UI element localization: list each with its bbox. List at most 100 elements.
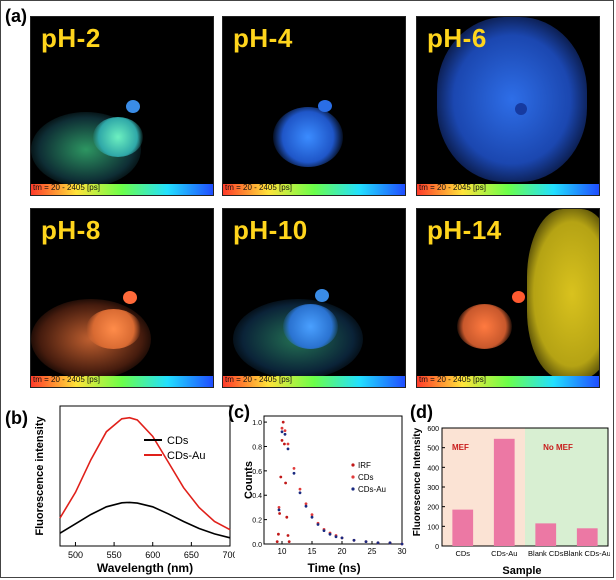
image-label: pH-14: [427, 215, 502, 245]
y-tick-label: 0.8: [252, 444, 262, 451]
category-label: CDs: [455, 549, 470, 558]
lifetime-colorbar: tm = 20 - 2405 [ps]: [417, 375, 599, 387]
y-tick-label: 0.4: [252, 493, 262, 500]
y-tick-label: 0: [435, 544, 439, 551]
x-tick-label: 500: [68, 550, 83, 560]
data-point-irf: [275, 540, 279, 543]
x-tick-label: 600: [145, 550, 160, 560]
emission-spectra-chart: 500 550 600 650 700 Fluorescence intensity W…: [34, 405, 235, 575]
data-point-irf: [277, 532, 280, 536]
legend-label-cds: CDs: [167, 435, 189, 447]
data-point-irf: [283, 442, 286, 446]
no-mef-annotation: No MEF: [543, 443, 573, 452]
legend-marker-cds-au: [351, 487, 355, 491]
category-label: Blank CDs: [528, 549, 564, 558]
bar-cds-au: [493, 438, 515, 546]
data-point-cds-au: [340, 536, 344, 540]
y-axis-label: Fluorescence intensity: [34, 416, 46, 536]
data-point-cds-au: [334, 535, 338, 539]
data-point-irf: [278, 512, 281, 515]
legend-label-cds: CDs: [358, 473, 374, 482]
data-point-cds-au: [280, 430, 284, 434]
y-axis-label: Fluorescence Intensity: [412, 427, 423, 536]
lifetime-colorbar: tm = 20 - 2405 [ps]: [223, 375, 405, 387]
x-tick-label: 700: [222, 550, 235, 560]
legend-marker-irf: [351, 463, 355, 467]
data-point-cds: [292, 467, 296, 470]
y-tick-label: 100: [427, 524, 439, 531]
image-tile-ph10: pH-10 tm = 20 - 2405 [ps]: [222, 208, 406, 388]
data-point-cds: [280, 426, 284, 430]
y-tick-label: 300: [427, 485, 439, 492]
data-point-cds-au: [352, 538, 356, 542]
data-point-irf: [284, 481, 287, 485]
y-tick-label: 200: [427, 505, 439, 512]
data-point-cds: [310, 513, 314, 517]
x-tick-label: 650: [184, 550, 199, 560]
data-point-cds-au: [376, 541, 380, 545]
x-tick-label: 15: [308, 547, 317, 556]
image-tile-ph2: pH-2 tm = 20 - 2405 [ps]: [30, 16, 214, 196]
data-point-cds-au: [364, 540, 368, 543]
data-point-irf: [286, 534, 290, 537]
legend-label-cds-au: CDs-Au: [358, 485, 386, 494]
bar-blank-cds-au: [576, 528, 598, 546]
x-axis-label: Wavelength (nm): [97, 561, 193, 575]
x-tick-label: 10: [278, 547, 287, 556]
data-point-cds-au: [388, 541, 392, 545]
x-tick-label: 550: [107, 550, 122, 560]
y-tick-label: 0.0: [252, 542, 262, 549]
data-point-irf: [280, 439, 284, 442]
x-axis-label: Time (ns): [307, 561, 360, 575]
image-tile-ph6: pH-6 tm = 20 - 2045 [ps]: [416, 16, 600, 196]
data-point-cds-au: [286, 447, 290, 451]
y-tick-label: 1.0: [252, 420, 262, 427]
image-label: pH-6: [427, 23, 487, 53]
image-tile-ph14: pH-14 tm = 20 - 2405 [ps]: [416, 208, 600, 388]
image-tile-ph8: pH-8 tm = 20 - 2405 [ps]: [30, 208, 214, 388]
category-label: Blank CDs-Au: [564, 549, 610, 558]
image-label: pH-10: [233, 215, 308, 245]
x-tick-label: 25: [368, 547, 377, 556]
panel-label-a: (a): [5, 6, 27, 26]
data-point-irf: [287, 540, 291, 543]
category-label: CDs-Au: [491, 549, 517, 558]
x-axis-label: Sample: [502, 565, 541, 577]
image-label: pH-4: [233, 23, 293, 53]
data-point-cds-au: [292, 471, 296, 475]
y-axis-label: Counts: [244, 461, 255, 499]
data-point-cds-au: [298, 491, 302, 495]
y-tick-label: 0.2: [252, 518, 262, 525]
lifetime-colorbar: tm = 20 - 2405 [ps]: [223, 183, 405, 195]
x-tick-label: 20: [338, 547, 347, 556]
series-line-cds-au: [59, 416, 231, 531]
data-point-cds-au: [310, 515, 314, 519]
data-point-irf: [281, 420, 285, 424]
data-point-cds-au: [400, 542, 404, 546]
panel-label-c: (c): [228, 402, 250, 422]
mef-bar-chart: 0 100 200 300 400 500 600 CDs CDs-Au Blank CDs Bla…: [412, 426, 610, 577]
y-tick-label: 600: [427, 426, 439, 433]
plot-frame: [263, 415, 403, 545]
data-point-cds-au: [328, 532, 332, 536]
y-tick-label: 400: [427, 465, 439, 472]
image-tile-ph4: pH-4 tm = 20 - 2405 [ps]: [222, 16, 406, 196]
data-point-cds: [277, 506, 281, 509]
lifetime-colorbar: tm = 20 - 2405 [ps]: [31, 183, 213, 195]
data-point-cds: [283, 429, 287, 432]
decay-curve-chart: 10 15 20 25 30 0.0 0.2 0.4 0.6 0.8 1.0 Counts Time…: [244, 415, 407, 575]
data-point-irf: [285, 515, 289, 519]
image-label: pH-8: [41, 215, 101, 245]
data-point-cds: [304, 502, 308, 506]
data-point-cds-au: [304, 504, 308, 508]
panel-label-b: (b): [5, 408, 28, 428]
data-point-cds-au: [277, 508, 281, 512]
legend-label-irf: IRF: [358, 461, 371, 470]
bar-blank-cds: [535, 523, 557, 546]
legend-marker-cds: [351, 475, 355, 479]
lifetime-colorbar: tm = 20 - 2405 [ps]: [31, 375, 213, 387]
lifetime-colorbar: tm = 20 - 2045 [ps]: [417, 183, 599, 195]
data-point-cds-au: [283, 432, 287, 436]
data-point-cds: [298, 487, 302, 491]
mef-annotation: MEF: [452, 443, 469, 452]
